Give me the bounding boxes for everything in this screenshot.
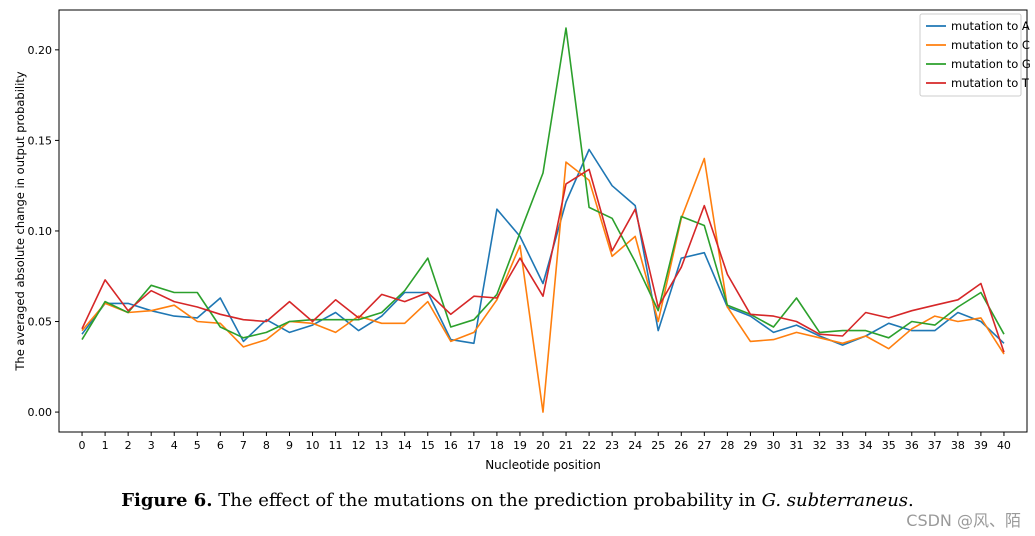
caption-species: G. subterraneus bbox=[761, 490, 909, 511]
x-tick-label: 29 bbox=[743, 439, 757, 452]
series-line-mutation-to-a bbox=[81, 148, 1005, 346]
y-tick-label: 0.00 bbox=[28, 406, 53, 419]
x-tick-label: 40 bbox=[997, 439, 1011, 452]
x-tick-label: 21 bbox=[559, 439, 573, 452]
y-tick-label: 0.05 bbox=[28, 316, 53, 329]
x-tick-label: 6 bbox=[217, 439, 224, 452]
x-tick-label: 0 bbox=[79, 439, 86, 452]
x-tick-label: 9 bbox=[286, 439, 293, 452]
x-tick-label: 18 bbox=[490, 439, 504, 452]
series-line-mutation-to-t bbox=[81, 168, 1005, 353]
x-tick-label: 31 bbox=[790, 439, 804, 452]
x-axis-title: Nucleotide position bbox=[485, 458, 601, 472]
x-tick-label: 20 bbox=[536, 439, 550, 452]
legend-label-mutation-to-g: mutation to G bbox=[951, 57, 1031, 71]
x-tick-label: 33 bbox=[836, 439, 850, 452]
watermark: CSDN @风、陌 bbox=[906, 511, 1021, 530]
caption-end: . bbox=[908, 490, 914, 511]
x-tick-label: 4 bbox=[171, 439, 178, 452]
caption-text: The effect of the mutations on the predi… bbox=[212, 490, 762, 511]
x-tick-label: 10 bbox=[306, 439, 320, 452]
x-tick-label: 37 bbox=[928, 439, 942, 452]
x-tick-label: 8 bbox=[263, 439, 270, 452]
x-tick-label: 22 bbox=[582, 439, 596, 452]
x-tick-label: 15 bbox=[421, 439, 435, 452]
y-tick-label: 0.15 bbox=[28, 134, 53, 147]
y-axis-title: The averaged absolute change in output p… bbox=[13, 71, 27, 371]
x-tick-label: 38 bbox=[951, 439, 965, 452]
x-tick-label: 34 bbox=[859, 439, 873, 452]
y-tick-label: 0.10 bbox=[28, 225, 53, 238]
x-tick-label: 7 bbox=[240, 439, 247, 452]
series-line-mutation-to-g bbox=[81, 27, 1005, 341]
legend-box bbox=[919, 13, 1022, 97]
legend-label-mutation-to-t: mutation to T bbox=[951, 76, 1030, 90]
x-tick-label: 39 bbox=[974, 439, 988, 452]
x-tick-label: 3 bbox=[148, 439, 155, 452]
x-tick-label: 24 bbox=[628, 439, 642, 452]
legend-label-mutation-to-c: mutation to C bbox=[951, 38, 1030, 52]
x-tick-label: 23 bbox=[605, 439, 619, 452]
plot-frame bbox=[58, 9, 1028, 433]
x-tick-label: 27 bbox=[697, 439, 711, 452]
x-tick-label: 32 bbox=[813, 439, 827, 452]
line-chart: 0 1 2 3 4 5 6 7 8 9 10 11 12 13 14 15 16 17 18 19 20 21 22 23 24… bbox=[13, 9, 1031, 472]
x-tick-label: 19 bbox=[513, 439, 527, 452]
x-tick-label: 30 bbox=[766, 439, 780, 452]
x-tick-label: 13 bbox=[375, 439, 389, 452]
x-tick-label: 36 bbox=[905, 439, 919, 452]
legend-label-mutation-to-a: mutation to A bbox=[951, 19, 1030, 33]
legend: mutation to A mutation to C mutation to G m… bbox=[919, 13, 1031, 97]
y-axis: 0.00 0.05 0.10 0.15 0.20 bbox=[28, 44, 59, 419]
x-tick-label: 2 bbox=[125, 439, 132, 452]
series-line-mutation-to-c bbox=[81, 157, 1005, 413]
x-tick-label: 11 bbox=[329, 439, 343, 452]
plot-marks bbox=[81, 27, 1005, 413]
x-tick-label: 5 bbox=[194, 439, 201, 452]
y-tick-label: 0.20 bbox=[28, 44, 53, 57]
x-axis: 0 1 2 3 4 5 6 7 8 9 10 11 12 13 14 15 16 17 18 19 20 21 22 23 24… bbox=[79, 432, 1011, 452]
x-tick-label: 12 bbox=[352, 439, 366, 452]
x-tick-label: 28 bbox=[720, 439, 734, 452]
x-tick-label: 17 bbox=[467, 439, 481, 452]
x-tick-label: 1 bbox=[102, 439, 109, 452]
figure-caption: Figure 6. The effect of the mutations on… bbox=[0, 490, 1035, 511]
x-tick-label: 25 bbox=[651, 439, 665, 452]
x-tick-label: 16 bbox=[444, 439, 458, 452]
x-tick-label: 26 bbox=[674, 439, 688, 452]
caption-label: Figure 6. bbox=[121, 490, 213, 511]
x-tick-label: 35 bbox=[882, 439, 896, 452]
x-tick-label: 14 bbox=[398, 439, 412, 452]
